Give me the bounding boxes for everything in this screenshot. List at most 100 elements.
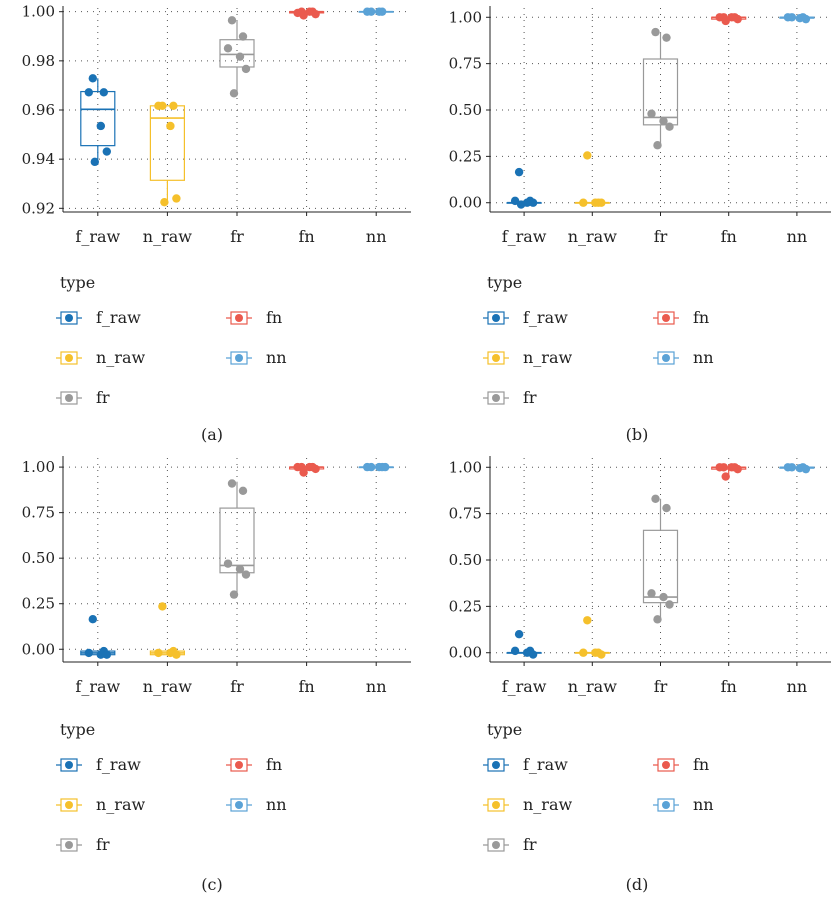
data-point	[510, 196, 520, 206]
legend-key-dot	[65, 314, 73, 322]
box-series-nn	[358, 462, 394, 472]
panel-a: 0.920.940.960.981.00f_raw n_raw fr fn nntype…	[22, 3, 411, 444]
data-point	[229, 590, 239, 599]
y-tick-label: 0.00	[449, 644, 482, 662]
data-point	[659, 116, 668, 126]
y-tick-label: 1.00	[22, 458, 55, 476]
legend-label: fn	[266, 308, 282, 327]
box-series-f_raw	[80, 74, 116, 167]
legend-key-dot	[492, 354, 500, 362]
box-series-n_raw	[149, 101, 185, 207]
legend-item-n_raw: n_raw	[56, 795, 145, 814]
data-point	[102, 650, 112, 659]
data-point	[651, 27, 660, 37]
y-tick-label: 0.00	[22, 640, 55, 658]
data-point	[510, 646, 520, 656]
data-point	[238, 32, 248, 41]
panel-label: (d)	[626, 875, 649, 894]
box-series-fr	[219, 16, 255, 98]
x-tick-label: f_raw	[75, 227, 120, 246]
legend-item-fr: fr	[56, 388, 110, 407]
legend-item-fn: fn	[653, 755, 709, 774]
data-point	[514, 167, 524, 177]
box-series-fn	[289, 7, 325, 20]
data-point	[721, 472, 730, 481]
legend-title: type	[60, 720, 95, 739]
box-series-f_raw	[506, 167, 542, 209]
legend-key-dot	[65, 394, 73, 402]
legend-item-f_raw: f_raw	[56, 755, 141, 774]
data-point	[801, 464, 811, 474]
x-tick-label: fr	[654, 227, 668, 246]
legend-item-fr: fr	[483, 388, 537, 407]
legend-label: fn	[693, 755, 709, 774]
legend-item-nn: nn	[226, 348, 287, 367]
legend-key-dot	[65, 841, 73, 849]
data-point	[299, 11, 308, 20]
legend-key-dot	[65, 354, 73, 362]
legend-item-fn: fn	[653, 308, 709, 327]
x-tick-label: fr	[230, 677, 244, 696]
x-tick-label: n_raw	[568, 677, 617, 696]
box-series-nn	[358, 7, 394, 16]
box-rect	[80, 90, 116, 147]
legend-item-nn: nn	[653, 795, 714, 814]
y-tick-label: 0.92	[22, 199, 55, 217]
data-point	[583, 151, 592, 160]
data-point	[715, 13, 724, 22]
data-point	[665, 600, 674, 609]
legend-label: nn	[266, 348, 287, 367]
y-tick-label: 1.00	[449, 458, 482, 476]
y-tick-label: 0.94	[22, 150, 55, 168]
data-point	[381, 462, 390, 472]
legend-label: f_raw	[96, 308, 141, 327]
y-tick-label: 0.25	[22, 595, 55, 613]
data-point	[659, 592, 668, 602]
data-point	[172, 194, 181, 203]
data-point	[514, 629, 524, 639]
data-point	[662, 33, 671, 42]
box-series-nn	[779, 13, 815, 24]
y-tick-label: 0.75	[449, 505, 482, 523]
y-tick-label: 0.50	[449, 551, 482, 569]
legend-item-fr: fr	[56, 835, 110, 854]
data-point	[88, 614, 98, 624]
data-point	[375, 462, 384, 472]
legend-item-fr: fr	[483, 835, 537, 854]
x-tick-label: n_raw	[143, 677, 192, 696]
box-series-n_raw	[574, 616, 610, 659]
data-point	[235, 564, 245, 574]
data-point	[238, 486, 248, 495]
x-tick-label: fr	[230, 227, 244, 246]
box-series-fn	[289, 462, 325, 477]
data-point	[223, 44, 233, 53]
data-point	[102, 147, 112, 156]
legend-key-dot	[662, 314, 670, 322]
x-tick-label: f_raw	[502, 677, 547, 696]
data-point	[597, 650, 606, 659]
legend-item-f_raw: f_raw	[56, 308, 141, 327]
x-tick-label: fr	[654, 677, 668, 696]
legend-key-dot	[662, 761, 670, 769]
data-point	[783, 13, 793, 22]
box-rect	[219, 507, 255, 574]
legend-item-f_raw: f_raw	[483, 755, 568, 774]
y-tick-label: 0.50	[22, 549, 55, 567]
legend-label: f_raw	[523, 308, 568, 327]
legend-item-nn: nn	[653, 348, 714, 367]
legend-label: f_raw	[523, 755, 568, 774]
data-point	[158, 602, 167, 611]
panel-label: (c)	[201, 875, 222, 894]
data-point	[721, 16, 730, 26]
data-point	[241, 64, 251, 74]
box-series-nn	[779, 463, 815, 474]
data-point	[84, 648, 94, 658]
data-point	[528, 650, 538, 659]
data-point	[528, 198, 538, 207]
data-point	[591, 198, 600, 207]
data-point	[235, 52, 245, 61]
data-point	[311, 464, 320, 474]
box-rect	[149, 105, 185, 181]
